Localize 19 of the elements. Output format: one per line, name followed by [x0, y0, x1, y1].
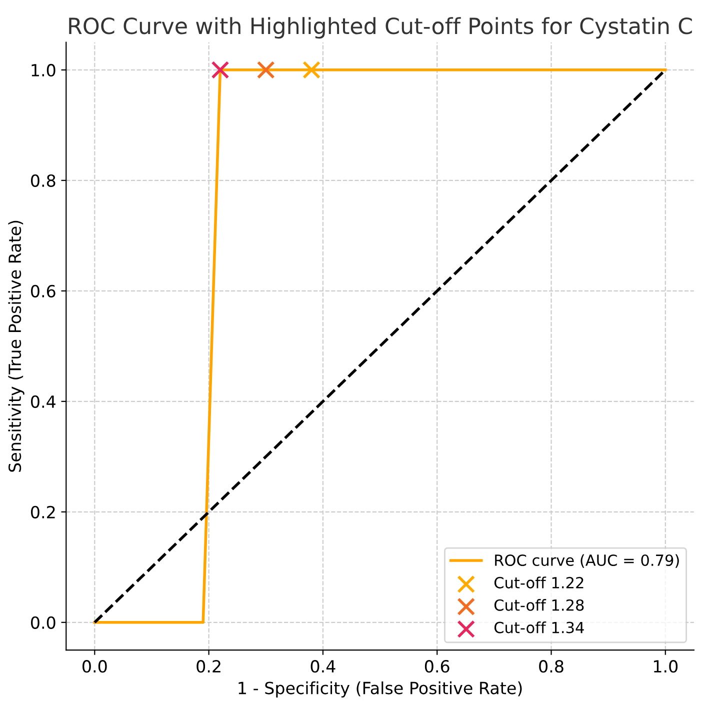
y-tick-label: 0.2	[30, 506, 55, 518]
y-tick-label: 0.6	[30, 284, 56, 298]
x-tick-label: 1.0	[654, 660, 678, 673]
x-tick-label: 0.8	[539, 660, 564, 673]
legend-label: ROC curve (AUC = 0.79)	[495, 554, 679, 568]
y-tick-label: 0.0	[30, 616, 56, 629]
chart-title: ROC Curve with Highlighted Cut-off Points for Cystatin C	[69, 17, 692, 39]
y-tick-label: 0.8	[30, 174, 56, 187]
y-axis-title: Sensitivity (True Positive Rate)	[8, 220, 24, 472]
legend-label: Cut-off 1.28	[494, 599, 584, 611]
x-tick-label: 0.6	[424, 660, 450, 673]
legend-label: Cut-off 1.22	[494, 576, 584, 588]
x-tick-label: 0.2	[196, 660, 220, 673]
legend-label: Cut-off 1.34	[494, 621, 584, 634]
x-tick-label: 0.4	[310, 660, 336, 673]
y-tick-label: 1.0	[32, 64, 56, 76]
x-axis-title: 1 - Specificity (False Positive Rate)	[238, 681, 522, 698]
x-tick-label: 0.0	[82, 660, 107, 673]
y-tick-label: 0.4	[30, 395, 56, 408]
